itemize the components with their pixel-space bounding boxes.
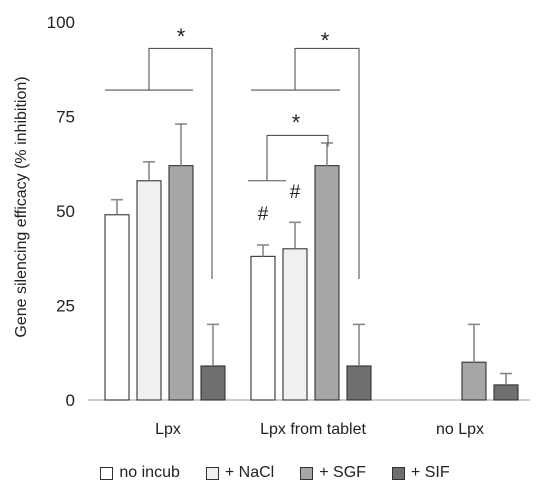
significance-star: * xyxy=(321,28,330,53)
y-tick-label: 0 xyxy=(66,391,75,410)
legend-label: + NaCl xyxy=(224,464,275,481)
significance-bracket xyxy=(148,47,213,280)
legend-swatch xyxy=(100,466,114,480)
significance-bracket xyxy=(294,47,360,280)
legend-label: + SGF xyxy=(319,464,366,481)
bar xyxy=(314,165,340,401)
hash-marker: # xyxy=(290,182,301,203)
y-tick-label: 50 xyxy=(56,202,75,221)
significance-bracket xyxy=(266,134,329,181)
category-label: Lpx from tablet xyxy=(260,421,366,438)
category-label: no Lpx xyxy=(436,421,484,438)
bar xyxy=(200,365,226,401)
legend-swatch xyxy=(300,466,314,480)
bars xyxy=(104,165,519,401)
category-label: Lpx xyxy=(155,421,181,438)
legend-item: + SGF xyxy=(300,464,366,482)
error-bars xyxy=(111,123,512,385)
legend: no incub + NaCl + SGF + SIF xyxy=(0,460,550,486)
y-tick-label: 25 xyxy=(56,297,75,316)
annotations: * * * # # xyxy=(105,24,360,280)
bar xyxy=(136,180,162,401)
bar xyxy=(493,384,519,401)
y-axis: 0 25 50 75 100 xyxy=(47,13,530,410)
significance-star: * xyxy=(292,110,301,135)
bar xyxy=(461,361,487,401)
bar xyxy=(346,365,372,401)
legend-item: + SIF xyxy=(391,464,450,482)
legend-label: + SIF xyxy=(410,464,450,481)
bar xyxy=(282,248,308,401)
bar xyxy=(168,165,194,401)
significance-star: * xyxy=(177,24,186,49)
legend-swatch xyxy=(391,466,405,480)
legend-label: no incub xyxy=(119,464,180,481)
chart: 0 25 50 75 100 Lpx Lpx from tablet no Lpx * * * #… xyxy=(13,13,530,438)
y-axis-label: Gene silencing efficacy (% inhibition) xyxy=(13,76,30,337)
legend-swatch xyxy=(205,466,219,480)
bar xyxy=(250,255,276,401)
y-tick-label: 75 xyxy=(56,108,75,127)
legend-item: no incub xyxy=(100,464,180,482)
hash-marker: # xyxy=(258,204,269,225)
bar xyxy=(104,214,130,401)
y-tick-label: 100 xyxy=(47,13,75,32)
legend-item: + NaCl xyxy=(205,464,275,482)
category-labels: Lpx Lpx from tablet no Lpx xyxy=(155,421,484,438)
